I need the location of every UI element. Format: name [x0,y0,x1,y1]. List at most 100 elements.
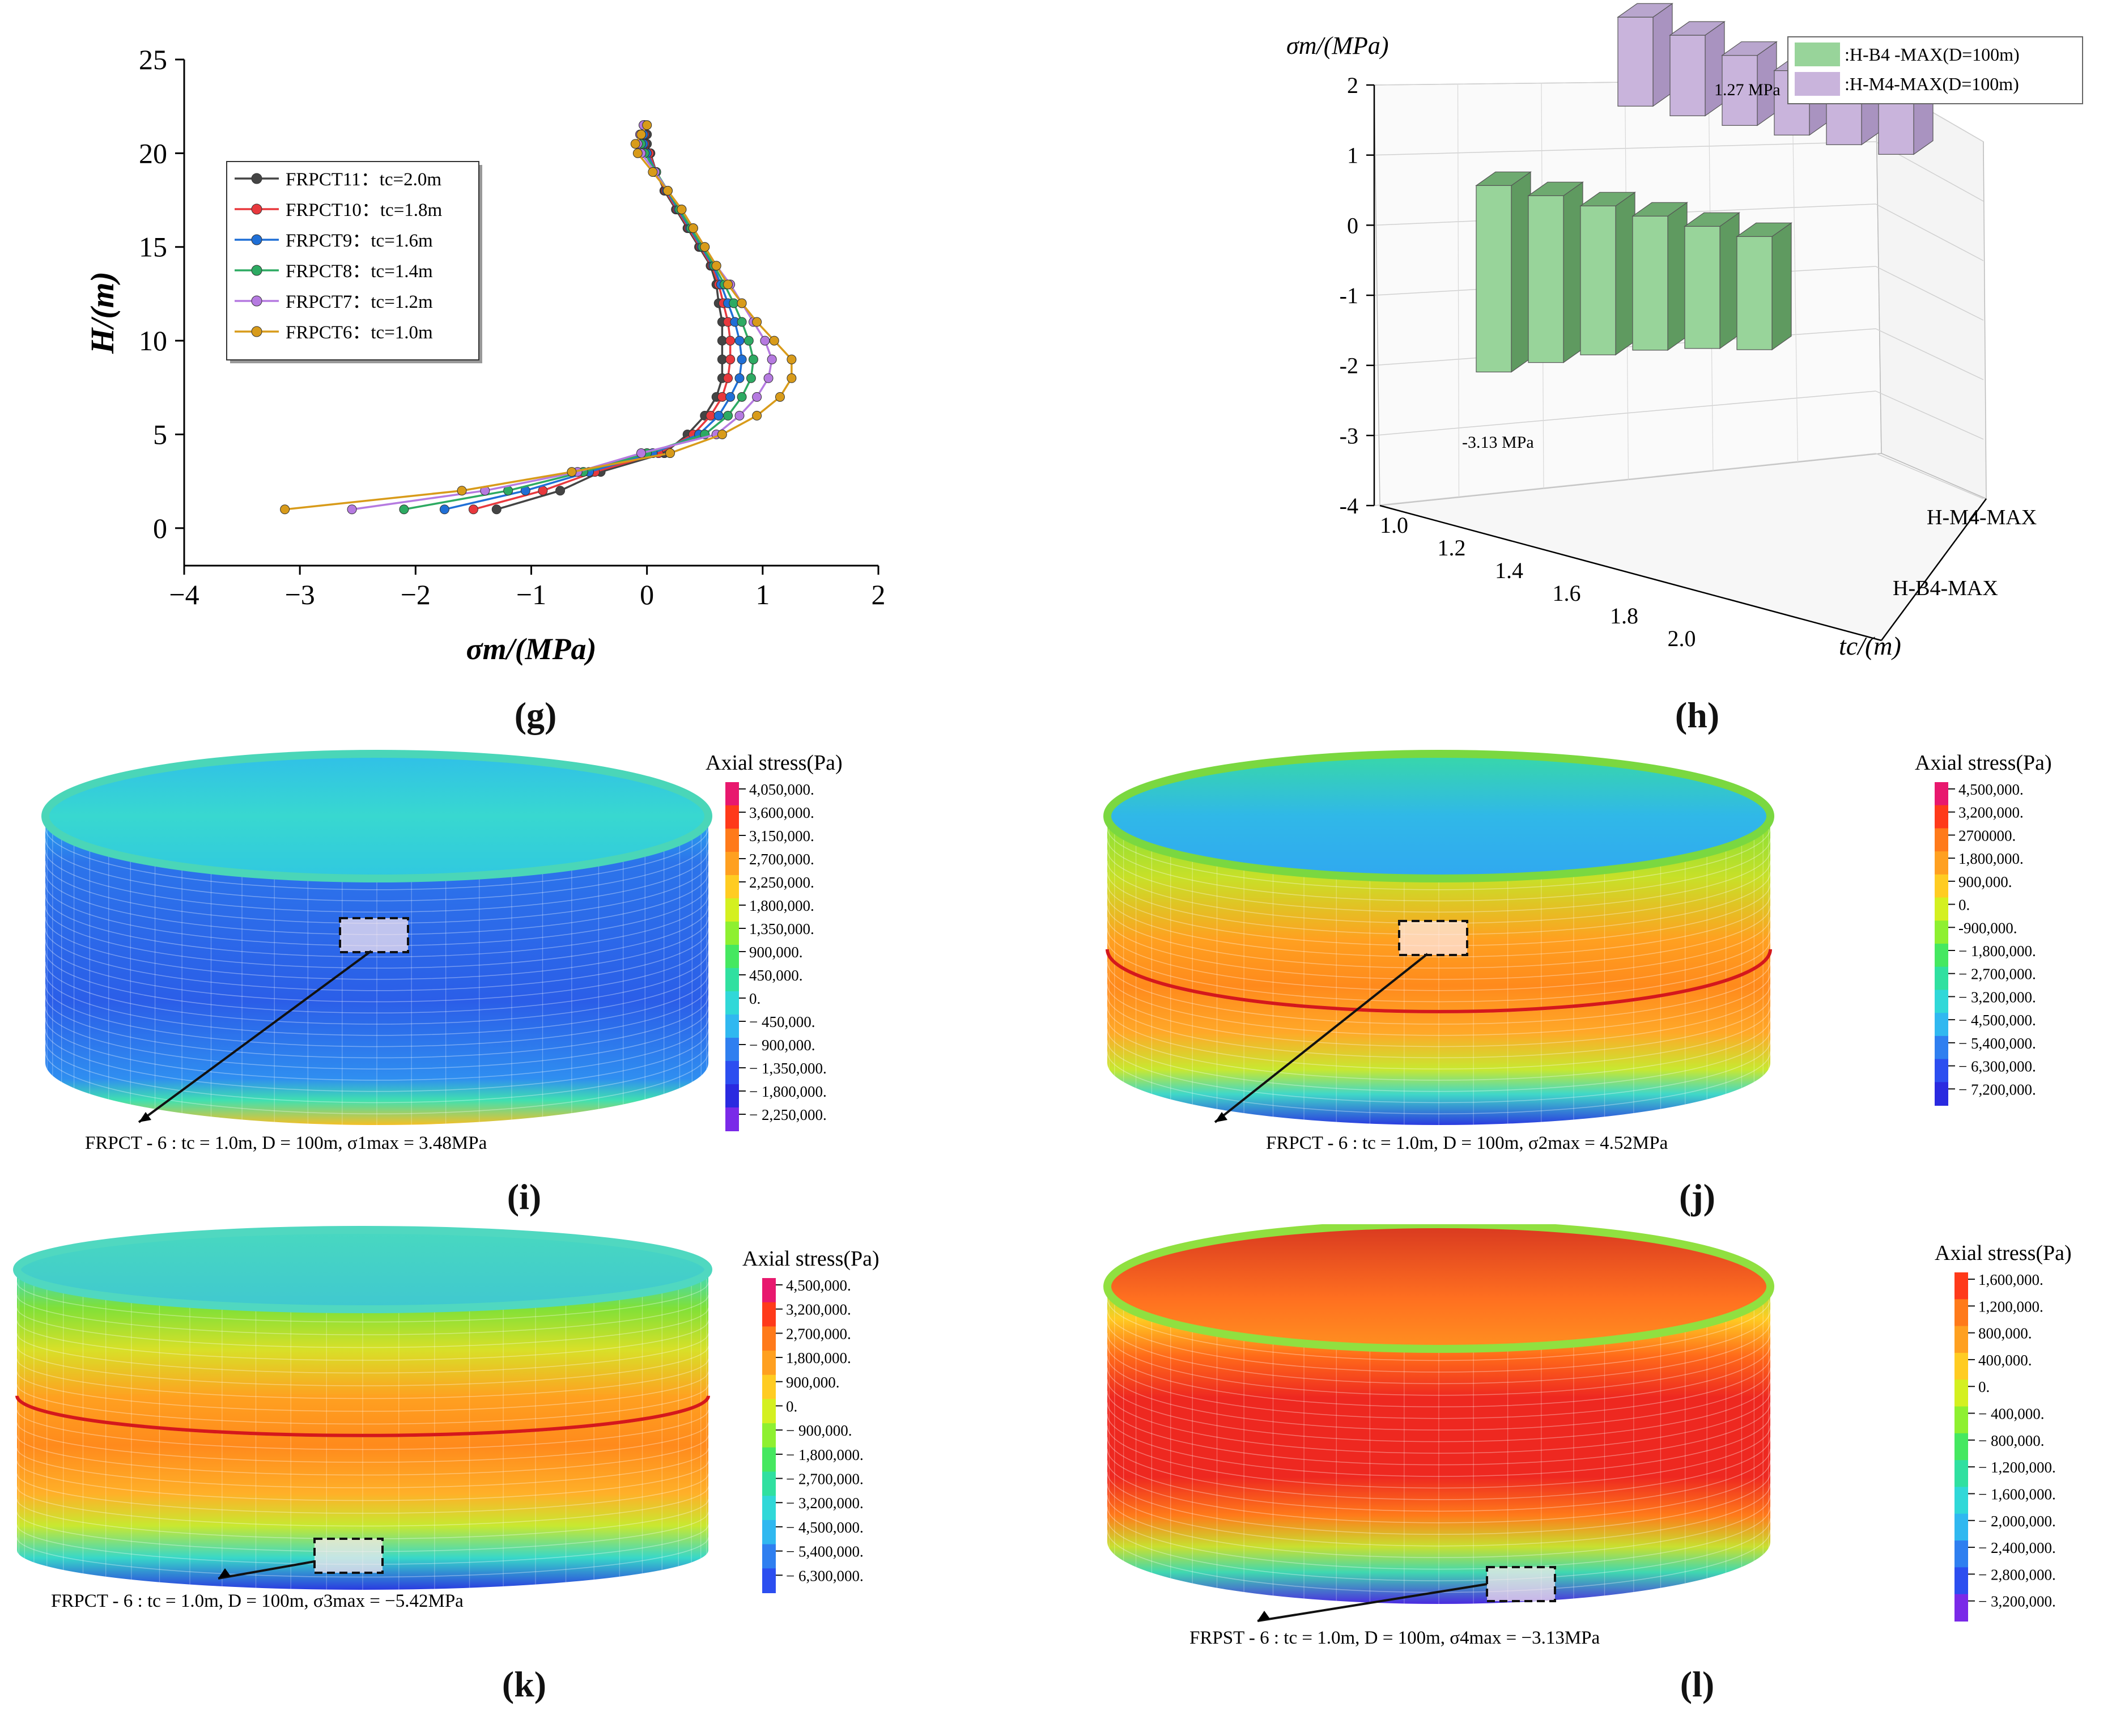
fem-l-legend-swatch [1954,1487,1968,1514]
fem-i-arrow-head [139,1112,151,1122]
fem-j-inner-surface [1107,754,1770,878]
g-legend-marker [251,326,262,337]
h-x-tick-label: 1.6 [1553,580,1581,606]
g-data-point [630,139,640,149]
fem-k-legend-value: 0. [786,1398,797,1415]
fem-i-legend-swatch [725,922,739,945]
g-data-point [280,504,290,515]
fem-k-mesh-line [16,1384,709,1425]
chart-h: 2 1 0 -1 -2 -3 -4 σm/(MPa) 1.0 1.2 1.4 1.6 1.8 2.0 tc/… [1286,3,2083,660]
fem-l-legend-swatch [1954,1380,1968,1407]
fem-j-legend-value: − 3,200,000. [1958,988,2036,1005]
fem-i-legend-value: 3,150,000. [749,827,814,844]
g-data-point [491,504,502,515]
fem-j-legend-value: 4,500,000. [1958,781,2024,798]
fem-i-legend-value: 1,800,000. [749,897,814,914]
fem-k-legend-value: − 5,400,000. [786,1543,864,1560]
g-data-point [648,167,658,177]
g-data-point [743,336,754,346]
fem-k-mesh-line [16,1448,709,1488]
fem-i-mesh-line [45,838,709,902]
panel-label-i: (i) [507,1177,542,1217]
g-data-point [567,467,577,477]
fem-i-legend-value: − 2,250,000. [749,1106,827,1123]
h-bar-side [1615,192,1635,356]
fem-i-mesh-line [45,1051,709,1114]
fem-l-inner-surface [1107,1224,1770,1349]
g-data-point [734,373,745,383]
g-data-point [642,120,652,130]
fem-i-legend-value: − 900,000. [749,1037,815,1054]
fem-i-legend-swatch [725,852,739,876]
fem-i-mesh-line [45,995,709,1059]
g-x-tick-label: −1 [516,579,546,610]
fem-k-mesh-line [16,1294,709,1335]
fem-k-mesh-line [16,1461,709,1501]
fem-l-legend-swatch [1954,1594,1968,1622]
fem-j-mesh-line [1107,894,1771,958]
fem-l-mesh-line [1107,1460,1771,1523]
fem-j-arrow-head [1215,1112,1227,1122]
h-bar-side [1563,181,1583,363]
g-data-point [347,504,357,515]
g-data-point [787,354,797,364]
g-data-point [769,336,779,346]
fem-i-mesh-line [45,984,709,1047]
fem-j-legend-swatch [1935,920,1948,944]
fem-panel-i: FRPCT - 6 : tc = 1.0m, D = 100m, σ1max =… [41,750,843,1153]
g-data-point [749,354,758,364]
h-x-tick-label: 2.0 [1668,626,1696,651]
fem-i-mesh-line [45,850,709,913]
fem-k-legend-swatch [762,1496,776,1521]
h-annotation: 1.27 MPa [1714,80,1781,99]
g-data-point [723,410,733,421]
h-bar [1669,35,1706,116]
fem-l-mesh-line [1107,1309,1771,1373]
g-data-point [717,429,727,439]
chart-g: −4 −3 −2 −1 0 1 20510152025σm/(MPa)H/(m)FRPCT1… [84,44,886,666]
g-data-point [737,354,747,364]
fem-i-legend-value: − 450,000. [749,1013,815,1030]
fem-l-legend-swatch [1954,1272,1968,1300]
fem-l-mesh-line [1107,1298,1771,1361]
g-legend-label: FRPCT9：tc=1.6m [286,231,433,251]
h-z-tick-label: -3 [1340,423,1358,448]
fem-k-mesh-line [16,1371,709,1412]
fem-j-mesh-line [1107,1040,1771,1103]
fem-l-mesh-line [1107,1425,1771,1489]
fem-l-mesh-line [1107,1344,1771,1408]
g-legend-marker [251,234,262,245]
fem-j-mesh-line [1107,973,1771,1036]
fem-l-legend-value: − 1,600,000. [1978,1485,2056,1502]
fem-l-legend-swatch [1954,1326,1968,1353]
g-data-point [752,317,762,327]
fem-k-legend-swatch [762,1278,776,1303]
h-bar [1878,99,1914,155]
fem-k-legend-swatch [762,1399,776,1424]
h-bar-top [1579,192,1636,206]
g-data-point [752,410,762,421]
fem-i-legend-title: Axial stress(Pa) [706,751,843,775]
g-data-point [439,504,449,515]
fem-l-mesh-line [1107,1506,1771,1570]
panel-label-j: (j) [1679,1177,1715,1217]
h-legend-label: :H-M4-MAX(D=100m) [1845,74,2019,94]
fem-i-cylinder-body [45,816,708,1125]
fem-i-legend-swatch [725,945,739,969]
h-depth-label: H-M4-MAX [1927,506,2037,529]
fem-i-mesh-line [45,906,709,969]
g-data-point [737,317,747,327]
h-bar-top [1631,202,1688,217]
panel-label-l: (l) [1680,1664,1715,1704]
g-y-tick-label: 25 [139,44,167,75]
fem-j-legend-swatch [1935,1013,1948,1037]
fem-i-legend-value: 0. [749,990,760,1007]
fem-l-mesh-line [1107,1437,1771,1500]
fem-k-mesh-line [16,1422,709,1463]
g-data-point [763,373,774,383]
fem-j-legend-swatch [1935,1082,1948,1106]
fem-k-mesh-line [16,1486,709,1527]
fem-j-legend-swatch [1935,874,1948,898]
fem-k-legend-title: Axial stress(Pa) [742,1247,879,1271]
fem-k-mesh-line [16,1282,709,1323]
